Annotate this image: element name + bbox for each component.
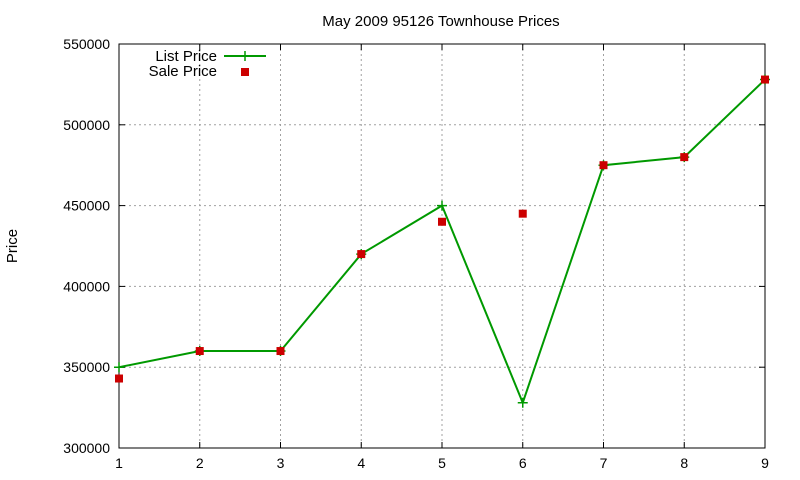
sale-price-point (518, 209, 527, 218)
y-tick-label: 350000 (63, 359, 110, 375)
y-tick-label: 400000 (63, 278, 110, 294)
list-price-point (517, 397, 528, 408)
y-axis-title: Price (4, 229, 21, 263)
y-tick-label: 500000 (63, 117, 110, 133)
x-tick-label: 4 (357, 455, 365, 471)
sale-price-point (599, 161, 608, 170)
legend-plus-marker (240, 51, 250, 61)
list-price-point (114, 362, 124, 373)
legend-square-marker (241, 68, 249, 76)
x-tick-label: 5 (438, 455, 446, 471)
legend-label-list-price: List Price (155, 48, 217, 65)
sale-price-point (195, 347, 204, 356)
x-tick-label: 7 (600, 455, 608, 471)
axis-ticks: 1 2 3 4 5 6 7 8 9 300000 350000 400000 450000 500000 5… (63, 36, 769, 471)
series-layer (114, 74, 770, 408)
sale-price-point (115, 374, 123, 383)
x-tick-label: 9 (761, 455, 769, 471)
x-tick-label: 1 (115, 455, 123, 471)
grid-lines (119, 44, 765, 448)
sale-price-point (761, 75, 769, 84)
sale-price-point (438, 217, 446, 226)
sale-price-point (680, 153, 689, 162)
sale-price-point (276, 347, 285, 356)
x-tick-label: 2 (196, 455, 204, 471)
list-price-point (437, 200, 447, 211)
legend-label-sale-price: Sale Price (149, 63, 217, 80)
y-tick-label: 450000 (63, 198, 110, 214)
y-tick-label: 550000 (63, 36, 110, 52)
y-tick-label: 300000 (63, 440, 110, 456)
chart-title: May 2009 95126 Townhouse Prices (322, 13, 559, 30)
sale-price-point (357, 250, 366, 259)
x-tick-label: 3 (277, 455, 285, 471)
x-tick-label: 8 (680, 455, 688, 471)
legend: List Price Sale Price (149, 48, 266, 80)
x-tick-label: 6 (519, 455, 527, 471)
